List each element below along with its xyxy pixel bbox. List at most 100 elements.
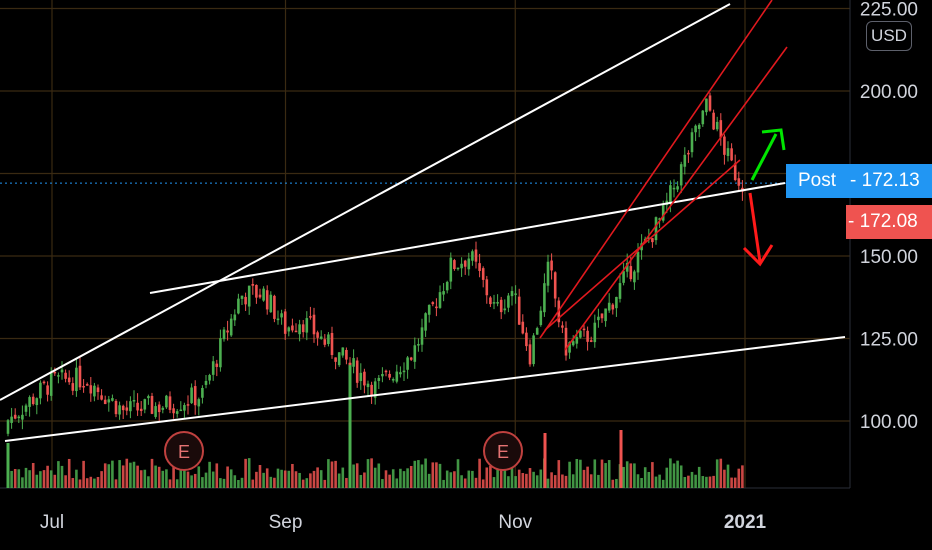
volume-bar (46, 465, 49, 488)
candle-body (244, 296, 247, 305)
volume-bar (327, 459, 330, 488)
volume-bar (24, 467, 28, 488)
channel-upper-line[interactable] (539, 0, 773, 339)
time-tick-label: Nov (498, 512, 532, 533)
volume-bar (107, 464, 111, 488)
support-trendline[interactable] (4, 336, 846, 442)
volume-bar (147, 476, 150, 488)
candle-body (298, 324, 301, 335)
volume-bar (561, 474, 564, 488)
price-tick-label: 200.00 (860, 82, 918, 103)
candle-body (114, 400, 118, 415)
volume-bar (514, 476, 517, 488)
candle-body (481, 268, 485, 280)
volume-bar (103, 463, 107, 488)
volume-bar (535, 475, 539, 488)
volume-bar (571, 474, 575, 488)
candle-body (395, 371, 399, 382)
candle-body (13, 414, 17, 419)
volume-bar (579, 459, 582, 488)
volume-bar (550, 472, 553, 488)
candle-body (528, 344, 532, 365)
candle-body (85, 384, 89, 386)
volume-bar (294, 471, 298, 488)
candle-body (568, 342, 571, 353)
time-tick-label: Sep (269, 512, 303, 533)
volume-bar (226, 466, 229, 488)
candle-body (636, 251, 640, 273)
candle-body (359, 372, 363, 382)
candle-body (420, 327, 424, 345)
channel-mid-line[interactable] (544, 159, 741, 331)
candle-body (697, 124, 701, 129)
volume-spike (619, 430, 623, 488)
candle-body (24, 405, 28, 412)
bullish-arrow[interactable] (750, 133, 778, 181)
candle-body (132, 399, 136, 402)
candle-body (683, 154, 687, 167)
candle-body (737, 178, 741, 186)
volume-bar (57, 461, 60, 488)
volume-bar (726, 464, 730, 488)
volume-bar (715, 459, 719, 488)
currency-selector[interactable]: USD (866, 21, 912, 51)
volume-bar (478, 458, 481, 488)
middle-trendline[interactable] (149, 182, 786, 294)
candle-body (258, 294, 262, 298)
volume-bar (719, 458, 723, 488)
earnings-marker[interactable] (164, 431, 204, 471)
volume-bar (78, 479, 82, 488)
volume-bar (172, 460, 175, 488)
channel-lower-line[interactable] (564, 46, 788, 351)
candle-body (478, 263, 481, 271)
volume-bar (615, 478, 618, 488)
bullish-arrowhead[interactable] (761, 128, 786, 151)
volume-bar (132, 461, 136, 488)
candle-body (672, 187, 676, 190)
volume-bar (334, 460, 337, 488)
candle-body (273, 295, 276, 319)
candle-body (442, 291, 445, 295)
volume-bar (481, 479, 485, 488)
volume-bar (507, 476, 510, 488)
bearish-arrowhead[interactable] (742, 244, 774, 267)
volume-bar (366, 459, 370, 488)
volume-bar (323, 479, 327, 488)
candle-body (334, 357, 337, 362)
candle-body (564, 327, 568, 356)
candle-body (283, 311, 287, 334)
candle-body (413, 345, 417, 362)
bearish-arrow[interactable] (748, 192, 762, 263)
candle-body (168, 396, 172, 410)
candle-body (503, 308, 507, 311)
earnings-marker[interactable] (483, 431, 523, 471)
volume-bar (114, 479, 118, 488)
candle-body (345, 349, 348, 360)
volume-bar (53, 474, 57, 488)
candle-body (143, 399, 147, 410)
volume-bar (31, 462, 35, 488)
volume-bar (359, 474, 363, 488)
candle-body (157, 404, 161, 413)
candle-body (510, 291, 514, 297)
candle-body (215, 363, 219, 367)
candle-body (499, 299, 503, 313)
candle-body (247, 285, 251, 307)
volume-bar (661, 479, 665, 488)
candle-body (222, 329, 226, 340)
volume-bar (456, 459, 460, 488)
upper-trendline[interactable] (0, 3, 731, 401)
candle-body (136, 402, 139, 411)
volume-bar (741, 465, 744, 488)
volume-bar (201, 477, 204, 488)
volume-bar (247, 458, 251, 488)
volume-bar (341, 467, 345, 488)
volume-bar (582, 469, 586, 488)
time-axis[interactable]: Jul Sep Nov 2021 (40, 512, 767, 533)
volume-bar (442, 479, 445, 488)
volume-bar (705, 476, 708, 488)
volume-bar (222, 478, 226, 488)
candle-body (424, 313, 427, 331)
